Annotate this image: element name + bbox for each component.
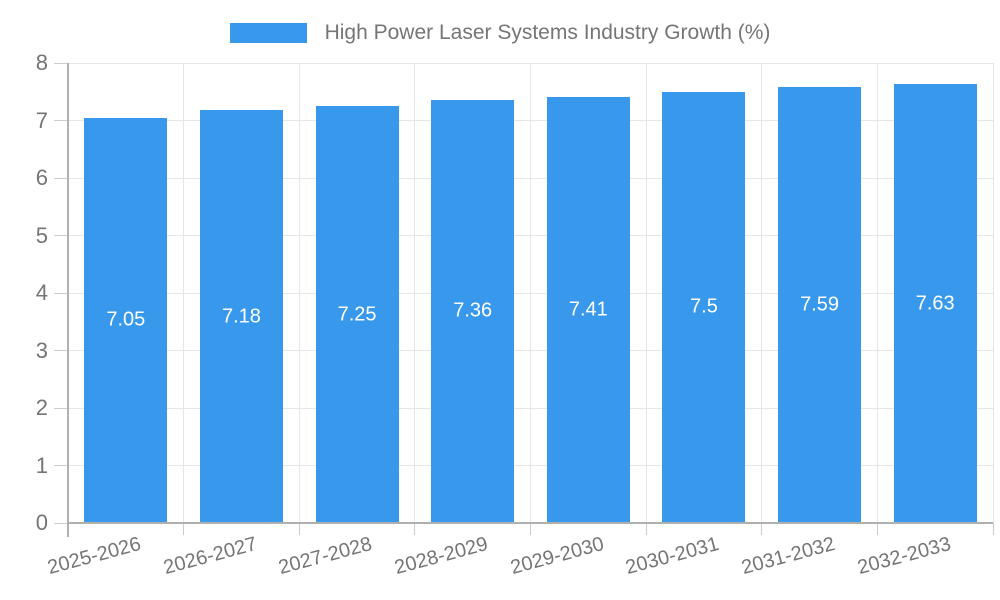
x-axis-line xyxy=(68,522,993,524)
x-tick-mark xyxy=(645,523,647,535)
y-tick-mark xyxy=(54,292,68,294)
x-axis-tick-label: 2026-2027 xyxy=(161,533,260,580)
bar-2031-2032[interactable]: 7.59 xyxy=(778,86,862,523)
x-tick-mark xyxy=(876,523,878,535)
y-axis-tick-label: 8 xyxy=(35,50,48,75)
y-axis-tick-label: 5 xyxy=(35,222,48,248)
bar-value-label: 7.25 xyxy=(337,303,377,326)
y-axis-tick-label: 4 xyxy=(35,280,48,305)
x-axis-tick-label: 2027-2028 xyxy=(276,533,375,580)
bar-2029-2030[interactable]: 7.41 xyxy=(546,96,630,523)
bar-2028-2029[interactable]: 7.36 xyxy=(431,99,515,523)
y-axis-tick-label: 6 xyxy=(35,165,48,190)
x-tick-mark xyxy=(183,523,185,535)
legend[interactable]: High Power Laser Systems Industry Growth… xyxy=(0,18,1000,48)
y-axis-tick-label: 7 xyxy=(35,107,48,133)
bar-value-label: 7.59 xyxy=(800,293,840,316)
x-axis-tick-label: 2030-2031 xyxy=(623,533,722,580)
bar-value-label: 7.05 xyxy=(106,308,146,331)
x-axis-tick-label: 2029-2030 xyxy=(507,533,607,580)
x-tick-mark xyxy=(761,523,763,535)
y-axis-tick-label: 2 xyxy=(35,395,48,420)
bar-value-label: 7.63 xyxy=(915,292,955,315)
x-axis-tick-label: 2032-2033 xyxy=(854,533,953,580)
bar-value-label: 7.18 xyxy=(221,305,261,328)
bar-value-label: 7.5 xyxy=(690,295,718,318)
y-tick-mark xyxy=(54,522,68,524)
bar-2032-2033[interactable]: 7.63 xyxy=(893,84,977,523)
legend-swatch xyxy=(229,23,307,43)
y-tick-mark xyxy=(54,235,68,236)
y-tick-mark xyxy=(54,62,68,64)
bar-value-label: 7.41 xyxy=(568,298,608,321)
legend-label: High Power Laser Systems Industry Growth… xyxy=(324,21,771,44)
bar-2025-2026[interactable]: 7.05 xyxy=(84,117,168,523)
y-tick-mark xyxy=(54,407,68,409)
bar-2027-2028[interactable]: 7.25 xyxy=(315,106,399,523)
x-gridline xyxy=(414,63,416,523)
y-tick-mark xyxy=(54,177,68,179)
x-gridline xyxy=(645,63,647,523)
x-gridline xyxy=(530,63,531,523)
x-gridline xyxy=(761,63,763,523)
x-tick-mark xyxy=(530,523,531,535)
x-tick-mark xyxy=(298,523,300,535)
x-tick-mark xyxy=(992,523,994,535)
y-axis-tick-label: 3 xyxy=(35,337,48,363)
y-axis-line xyxy=(67,63,69,537)
x-tick-mark xyxy=(414,523,416,535)
y-tick-mark xyxy=(54,465,68,466)
bar-2026-2027[interactable]: 7.18 xyxy=(199,110,283,523)
x-gridline xyxy=(183,63,185,523)
x-gridline xyxy=(298,63,300,523)
y-axis-tick-label: 0 xyxy=(35,510,48,535)
y-axis-tick-label: 1 xyxy=(35,452,48,478)
bar-2030-2031[interactable]: 7.5 xyxy=(662,91,746,523)
x-axis-tick-label: 2028-2029 xyxy=(392,533,491,580)
x-gridline xyxy=(992,63,994,523)
x-gridline xyxy=(876,63,878,523)
y-tick-mark xyxy=(54,350,68,351)
y-tick-mark xyxy=(54,120,68,121)
x-axis-tick-label: 2025-2026 xyxy=(45,533,144,580)
x-axis-tick-label: 2031-2032 xyxy=(739,533,838,580)
bar-value-label: 7.36 xyxy=(453,299,493,322)
